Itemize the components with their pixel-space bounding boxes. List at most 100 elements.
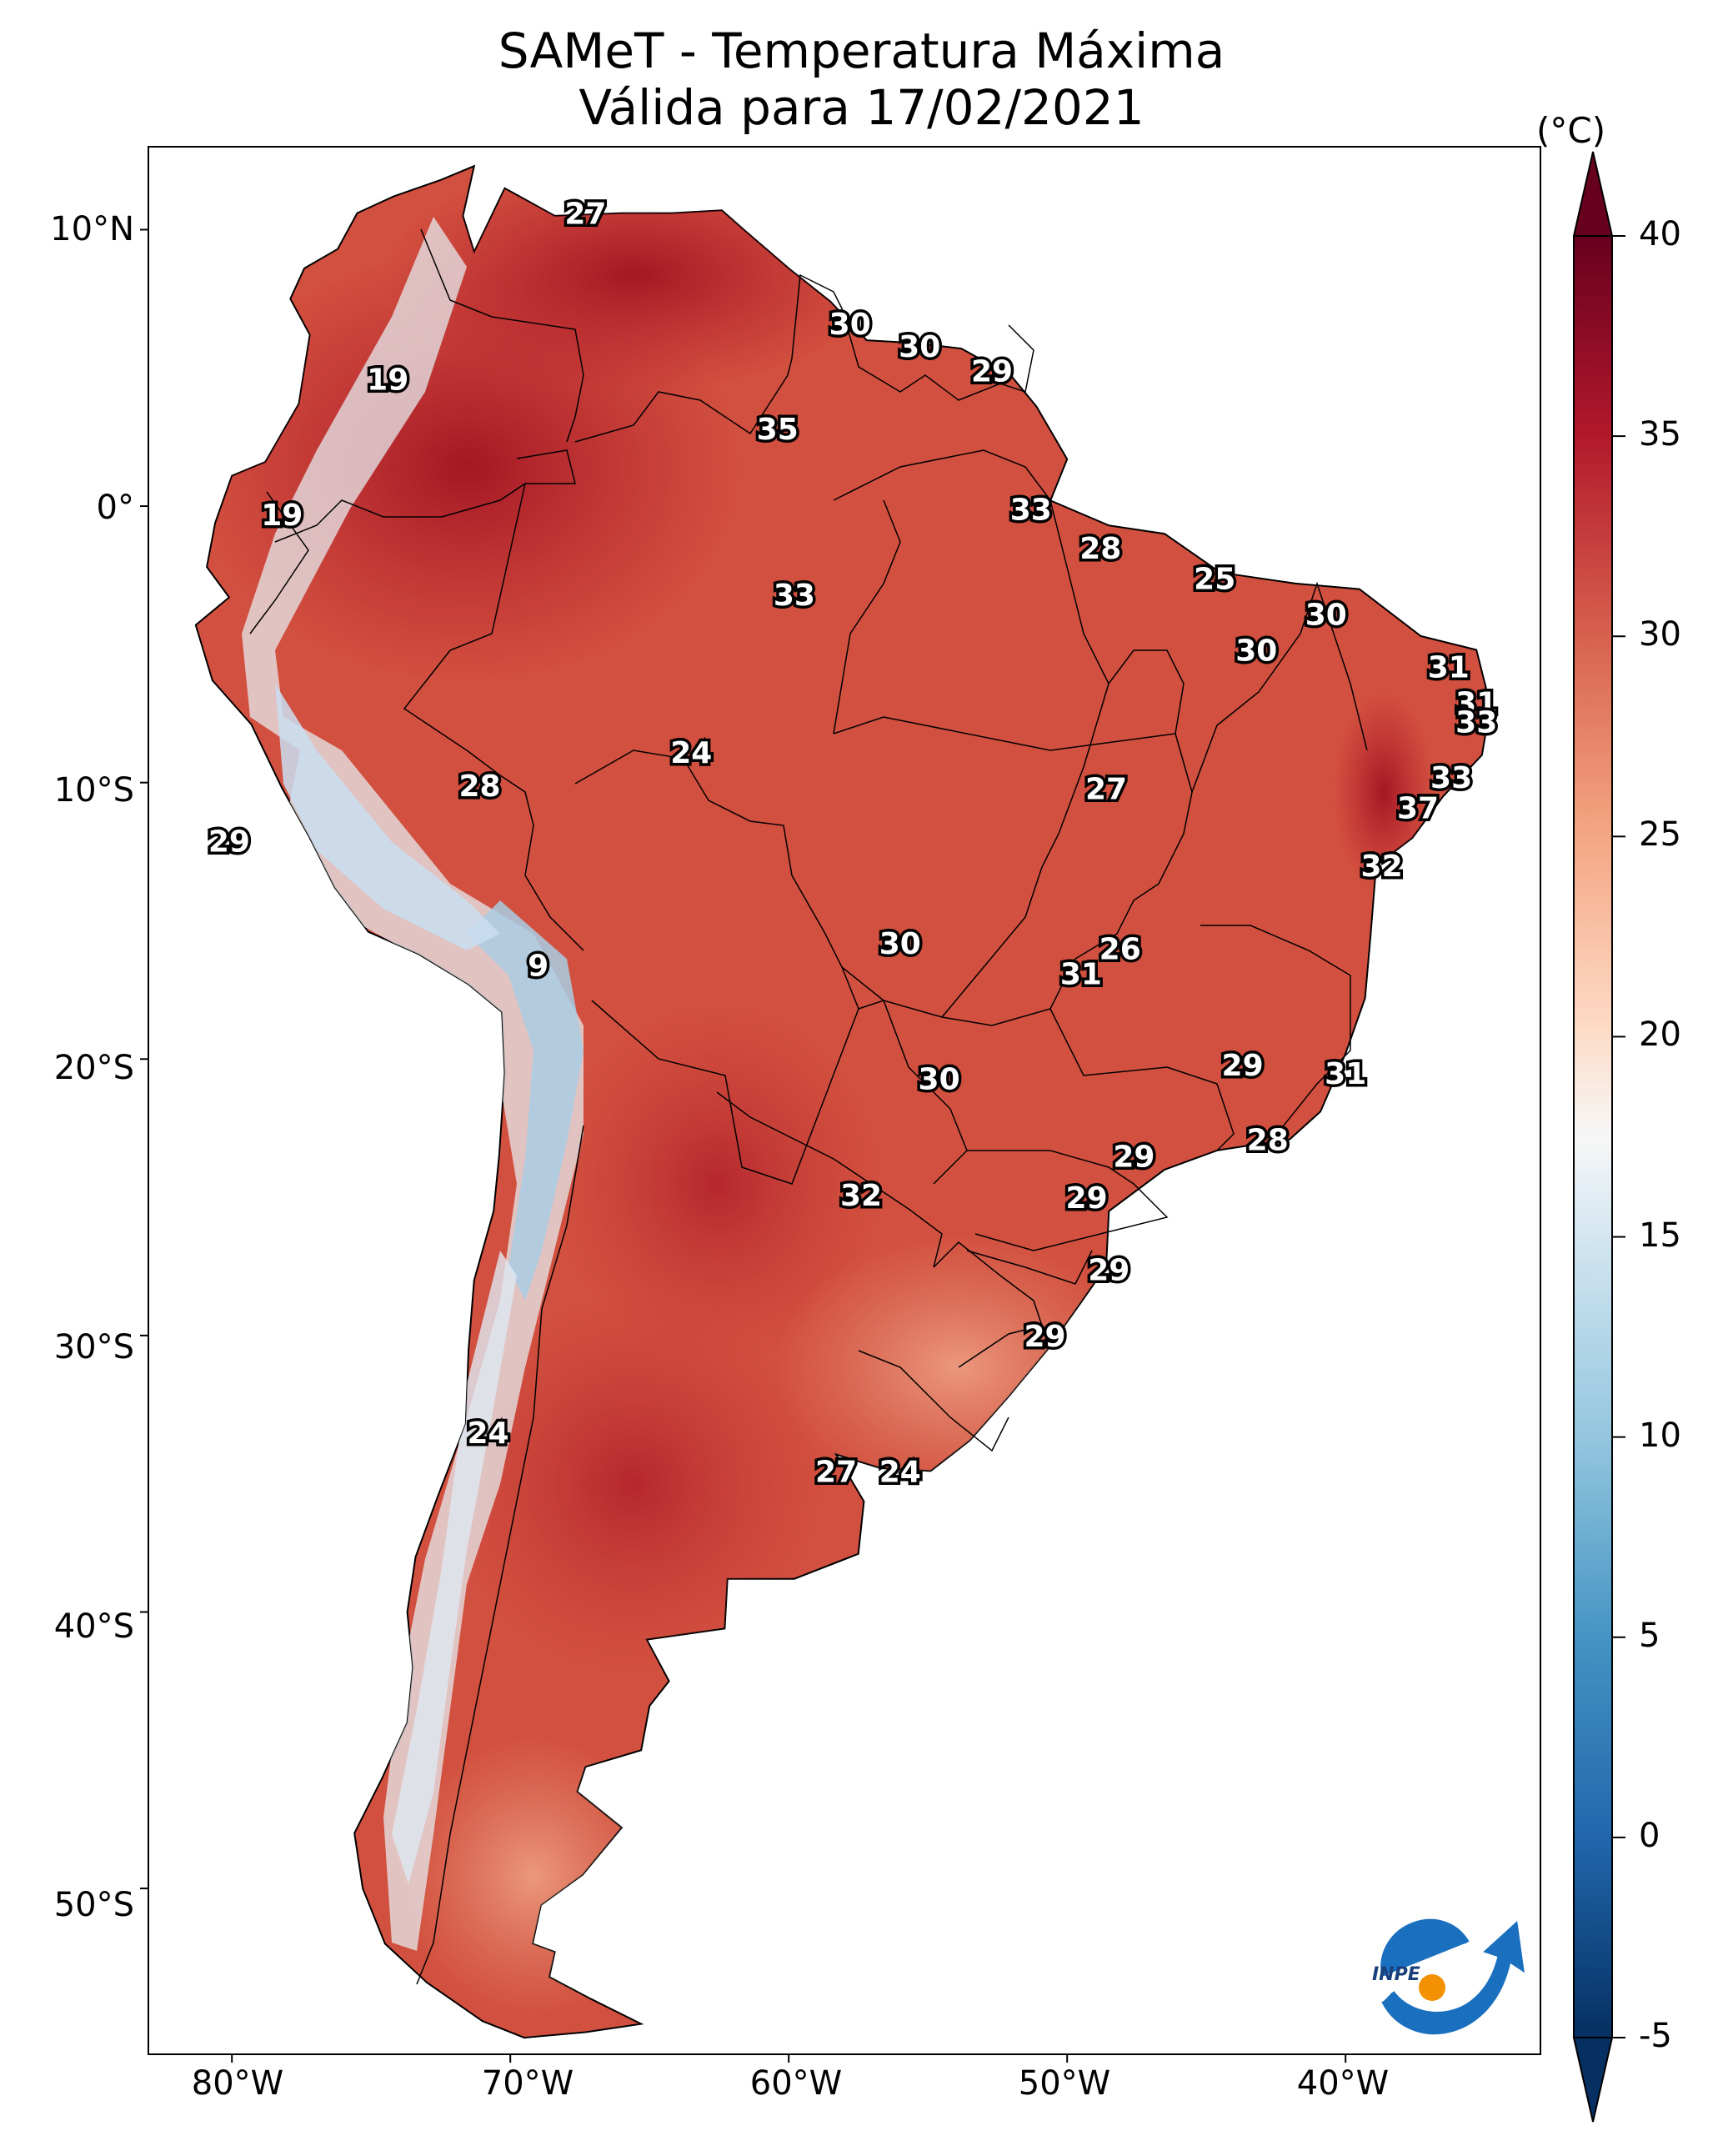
border-brazil-states-4 <box>1049 1008 1235 1151</box>
value-label: 30 <box>919 1063 960 1097</box>
colorbar <box>1572 151 1625 2123</box>
value-label: 31 <box>1428 650 1470 684</box>
border-brazil-states-5 <box>841 966 968 1185</box>
map-frame-ticks <box>140 228 1347 2063</box>
colorbar-tick-label: 15 <box>1639 1216 1681 1255</box>
value-label: 29 <box>1113 1140 1155 1174</box>
border-colombia-venezuela <box>420 228 584 443</box>
southern-andes-cool <box>392 1251 517 1884</box>
value-label: 24 <box>670 736 712 770</box>
border-bolivia-brazil <box>574 750 859 1010</box>
lat-label-10S: 10°S <box>53 771 134 810</box>
value-label: 33 <box>1455 706 1497 740</box>
border-venezuela-brazil <box>574 358 793 443</box>
inpe-logo: INPE <box>1372 1918 1525 2035</box>
border-brazil-states-1 <box>833 649 1185 768</box>
border-peru-brazil <box>403 483 584 951</box>
colorbar-tick-label: 10 <box>1639 1416 1681 1455</box>
value-label: 29 <box>1088 1253 1129 1287</box>
colorbar-unit: (°C) <box>1536 110 1606 151</box>
value-label: 24 <box>467 1416 508 1451</box>
value-label: 26 <box>1099 933 1141 967</box>
value-label: 31 <box>1455 687 1497 721</box>
peru-cold-sierra <box>275 684 500 950</box>
land-temperature-field <box>194 164 1491 2039</box>
colorbar-tick-label: 30 <box>1639 615 1681 654</box>
border-brazil-states-6 <box>1191 581 1368 793</box>
colorbar-tick-label: 35 <box>1639 415 1681 454</box>
lon-label-60W: 60°W <box>749 2064 843 2103</box>
colorbar-gradient <box>1573 235 1613 2038</box>
border-colombia-peru <box>274 449 576 543</box>
border-argentina-paraguay <box>716 1091 943 1268</box>
value-label: 32 <box>840 1179 882 1213</box>
map-title: SAMeT - Temperatura Máxima <box>498 23 1225 79</box>
colorbar-ticks <box>1612 235 1625 2038</box>
value-label: 19 <box>261 499 303 533</box>
value-label: 33 <box>774 579 815 613</box>
colorbar-tick-label: 25 <box>1639 815 1681 855</box>
map-subtitle: Válida para 17/02/2021 <box>579 79 1144 136</box>
border-brazil-states-10 <box>833 449 1109 684</box>
lon-label-50W: 50°W <box>1018 2064 1111 2103</box>
value-label: 25 <box>1194 562 1235 596</box>
value-label: 29 <box>1024 1320 1065 1354</box>
hot-region-chaco <box>550 1000 884 1367</box>
colorbar-tick-label: -5 <box>1639 2017 1672 2055</box>
lon-label-70W: 70°W <box>481 2064 574 2103</box>
value-label: 30 <box>829 308 871 342</box>
border-ecuador-peru <box>249 491 309 634</box>
value-label: 9 <box>528 950 548 984</box>
border-brazil-states-7 <box>1200 925 1351 1151</box>
value-label: 33 <box>1430 761 1472 795</box>
border-chile-argentina <box>416 1125 584 1985</box>
logo-text: INPE <box>1372 1964 1420 1985</box>
value-label: 30 <box>1305 598 1347 632</box>
value-label: 30 <box>899 330 940 364</box>
value-label: 28 <box>458 770 500 804</box>
value-label: 28 <box>1247 1123 1289 1157</box>
lat-label-50S: 50°S <box>53 1886 134 1924</box>
border-argentina-brazil <box>933 1241 1043 1368</box>
colorbar-tick-label: 40 <box>1639 215 1681 253</box>
value-label: 37 <box>1397 792 1439 826</box>
lat-label-30S: 30°S <box>53 1328 134 1366</box>
value-label: 27 <box>564 198 606 232</box>
colorbar-tick-label: 20 <box>1639 1015 1681 1055</box>
colorbar-max-extension <box>1572 151 1614 237</box>
value-label: 29 <box>1066 1181 1108 1216</box>
border-brazil-states-11 <box>833 499 901 735</box>
country-borders <box>249 228 1368 1985</box>
lon-label-40W: 40°W <box>1296 2064 1390 2103</box>
value-label: 27 <box>815 1455 857 1489</box>
lat-label-10N: 10°N <box>50 210 134 248</box>
value-label: 29 <box>971 355 1013 389</box>
border-brazil-states-3 <box>941 733 1193 1026</box>
value-label: 30 <box>1235 634 1277 669</box>
border-brazil-states-2 <box>858 766 1084 1018</box>
border-brazil-states-9 <box>966 1250 1093 1285</box>
logo-blue-swoosh <box>1380 1918 1525 2035</box>
colorbar-tick-label: 5 <box>1639 1616 1660 1655</box>
value-label: 31 <box>1060 958 1102 992</box>
value-label: 31 <box>1325 1057 1366 1091</box>
value-label: 29 <box>1222 1049 1264 1083</box>
lat-label-0: 0° <box>96 489 134 527</box>
andes-coldest-altiplano <box>467 900 584 1301</box>
logo-orange-dot <box>1419 1974 1445 2001</box>
border-bolivia-paraguay <box>591 1000 859 1185</box>
lon-label-80W: 80°W <box>191 2064 284 2103</box>
value-label: 35 <box>757 413 799 447</box>
value-label: 28 <box>1079 532 1121 566</box>
lat-label-40S: 40°S <box>53 1607 134 1646</box>
value-label: 24 <box>879 1455 921 1489</box>
colorbar-min-extension <box>1572 2037 1614 2123</box>
value-label: 32 <box>1361 850 1403 884</box>
border-uruguay-brazil <box>858 1350 1009 1452</box>
value-label: 33 <box>1010 493 1052 527</box>
value-label: 30 <box>879 927 921 961</box>
andes-cold-band <box>242 217 584 1951</box>
border-brazil-states-8 <box>967 1150 1169 1251</box>
